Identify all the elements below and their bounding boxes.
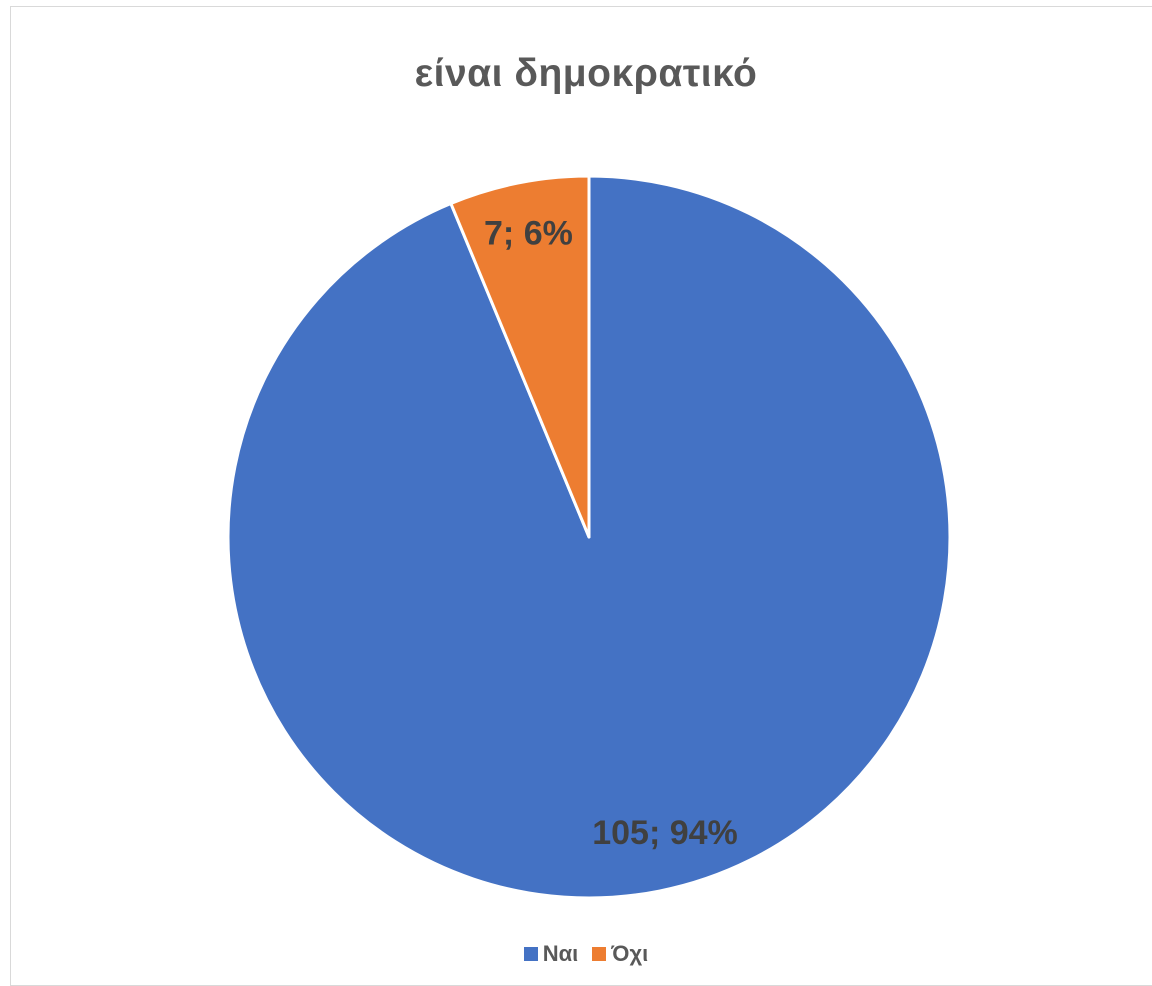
pie-slice-no (449, 174, 591, 539)
legend-item-no: Όχι (592, 941, 648, 967)
chart-title: είναι δημοκρατικό (414, 52, 758, 95)
legend-item-yes: Ναι (523, 941, 579, 967)
legend-swatch-no (592, 947, 607, 961)
data-label-yes: 105; 94% (592, 814, 738, 852)
legend-label-yes: Ναι (542, 941, 579, 966)
legend-label-no: Όχι (611, 941, 649, 966)
chart-legend: Ναι Όχι (0, 941, 1152, 967)
data-label-no: 7; 6% (484, 215, 573, 253)
legend-swatch-yes (523, 947, 538, 961)
